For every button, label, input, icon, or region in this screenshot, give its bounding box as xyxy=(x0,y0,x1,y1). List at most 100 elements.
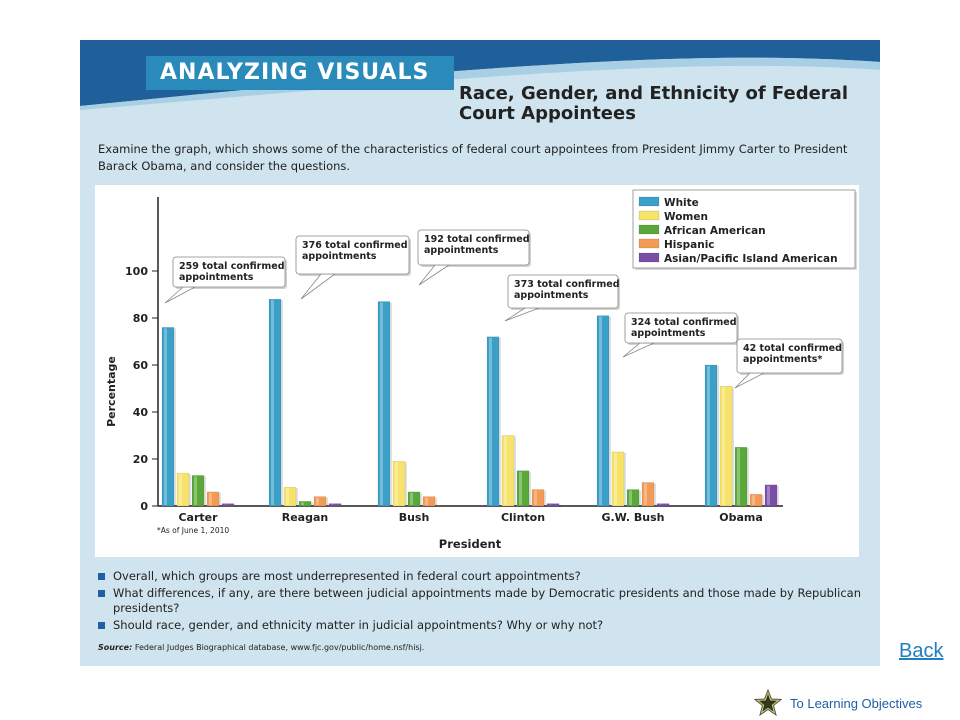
title-line-2: Court Appointees xyxy=(459,103,636,124)
bar-highlight xyxy=(271,300,274,505)
bar-highlight xyxy=(534,490,537,505)
bar-white-reagan xyxy=(268,298,282,507)
bar-women-obama xyxy=(719,385,733,507)
bar-highlight xyxy=(395,462,398,505)
callout-pointer xyxy=(300,273,337,300)
chart-container: 0 20 40 60 80 100 Percentage Carter Reagan Bush Cl… xyxy=(95,185,859,557)
bar-women-reagan xyxy=(283,486,297,507)
question-list: Overall, which groups are most underrepr… xyxy=(98,569,868,634)
x-tick-label: Obama xyxy=(719,511,763,524)
x-tick-label: Reagan xyxy=(282,511,328,524)
y-tick-label: 60 xyxy=(133,359,149,372)
bar-white-carter xyxy=(161,327,175,507)
bar-hispanic-reagan xyxy=(313,496,327,507)
bar-highlight xyxy=(489,337,492,505)
bar-white-bush xyxy=(377,301,391,507)
bar-hispanic-bush xyxy=(422,496,436,507)
bar-women-carter xyxy=(176,472,190,507)
legend-label: African American xyxy=(664,225,766,237)
callout-box xyxy=(507,274,619,309)
x-tick-label: Clinton xyxy=(501,511,545,524)
callout-label: 259 total confirmed xyxy=(179,261,285,272)
legend-swatch xyxy=(638,196,660,207)
bar-women-clinton xyxy=(501,435,515,507)
back-link[interactable]: Back xyxy=(899,640,944,662)
callout-pointer xyxy=(622,342,655,358)
y-axis-title: Percentage xyxy=(105,356,118,427)
legend-label: Women xyxy=(664,211,708,223)
bar-highlight xyxy=(629,490,632,505)
callout-pointer xyxy=(418,264,451,286)
callout-box xyxy=(172,256,286,288)
callout-label: appointments xyxy=(514,290,589,301)
x-tick-label: G.W. Bush xyxy=(601,511,664,524)
callout-label: 373 total confirmed xyxy=(514,279,620,290)
bar-highlight xyxy=(767,485,770,505)
analyzing-visuals-panel: ANALYZING VISUALS Race, Gender, and Ethn… xyxy=(80,40,880,666)
legend-swatch xyxy=(638,252,660,263)
bar-highlight xyxy=(707,366,710,505)
legend-swatch xyxy=(638,238,660,249)
callout-box xyxy=(736,338,843,374)
bar-highlight xyxy=(301,502,304,505)
bar-highlight xyxy=(519,471,522,505)
callout-label: 192 total confirmed xyxy=(424,234,530,245)
bar-white-obama xyxy=(704,364,718,507)
callout-label: appointments xyxy=(302,251,377,262)
page-title: Race, Gender, and Ethnicity of Federal C… xyxy=(459,84,879,124)
legend-label: White xyxy=(664,197,699,209)
bar-asian-pacific-island-american-clinton xyxy=(546,503,560,507)
footnote: *As of June 1, 2010 xyxy=(157,526,229,535)
bar-hispanic-clinton xyxy=(531,489,545,507)
learning-objectives-label: To Learning Objectives xyxy=(790,695,923,711)
bar-highlight xyxy=(316,497,319,505)
y-tick-label: 20 xyxy=(133,453,149,466)
bar-african-american-g-w-bush xyxy=(626,489,640,507)
bar-african-american-carter xyxy=(191,475,205,507)
bar-highlight xyxy=(380,302,383,505)
question-item: Should race, gender, and ethnicity matte… xyxy=(98,618,868,634)
learning-objectives-link[interactable]: To Learning Objectives xyxy=(754,689,922,717)
section-tag: ANALYZING VISUALS xyxy=(146,56,454,90)
callout-label: appointments xyxy=(424,245,499,256)
source-text: Federal Judges Biographical database, ww… xyxy=(134,643,425,652)
legend-swatch xyxy=(638,224,660,235)
x-tick-label: Bush xyxy=(399,511,430,524)
question-item: What differences, if any, are there betw… xyxy=(98,586,868,617)
bar-women-g-w-bush xyxy=(611,451,625,507)
callout-box xyxy=(295,235,410,275)
x-axis-title: President xyxy=(439,537,502,551)
bar-chart: 0 20 40 60 80 100 Percentage Carter Reagan Bush Cl… xyxy=(105,189,857,551)
source-note: Source: Federal Judges Biographical data… xyxy=(98,643,424,652)
callout-label: 376 total confirmed xyxy=(302,240,408,251)
bar-highlight xyxy=(164,328,167,505)
bar-african-american-obama xyxy=(734,447,748,507)
callout-box xyxy=(417,229,530,266)
bar-highlight xyxy=(752,495,755,505)
intro-text: Examine the graph, which shows some of t… xyxy=(98,142,848,173)
y-tick-label: 80 xyxy=(133,312,149,325)
y-tick-label: 0 xyxy=(140,500,148,513)
bar-african-american-reagan xyxy=(298,501,312,507)
bar-highlight xyxy=(209,492,212,505)
callout-label: appointments* xyxy=(743,354,822,365)
callout-pointer xyxy=(164,286,196,304)
bar-highlight xyxy=(737,448,740,505)
bar-african-american-bush xyxy=(407,491,421,507)
callout-label: appointments xyxy=(179,272,254,283)
bar-highlight xyxy=(722,387,725,505)
star-icon xyxy=(754,689,782,717)
bar-hispanic-g-w-bush xyxy=(641,482,655,507)
bar-hispanic-carter xyxy=(206,491,220,507)
bar-women-bush xyxy=(392,461,406,507)
legend-label: Asian/Pacific Island American xyxy=(664,253,838,265)
legend-box xyxy=(632,189,856,269)
bar-highlight xyxy=(614,452,617,505)
bar-asian-pacific-island-american-g-w-bush xyxy=(656,503,670,507)
bar-highlight xyxy=(504,436,507,505)
source-label: Source: xyxy=(98,643,133,652)
callout-box xyxy=(624,312,738,344)
callout-pointer xyxy=(734,372,765,389)
legend-label: Hispanic xyxy=(664,239,715,251)
question-item: Overall, which groups are most underrepr… xyxy=(98,569,868,585)
